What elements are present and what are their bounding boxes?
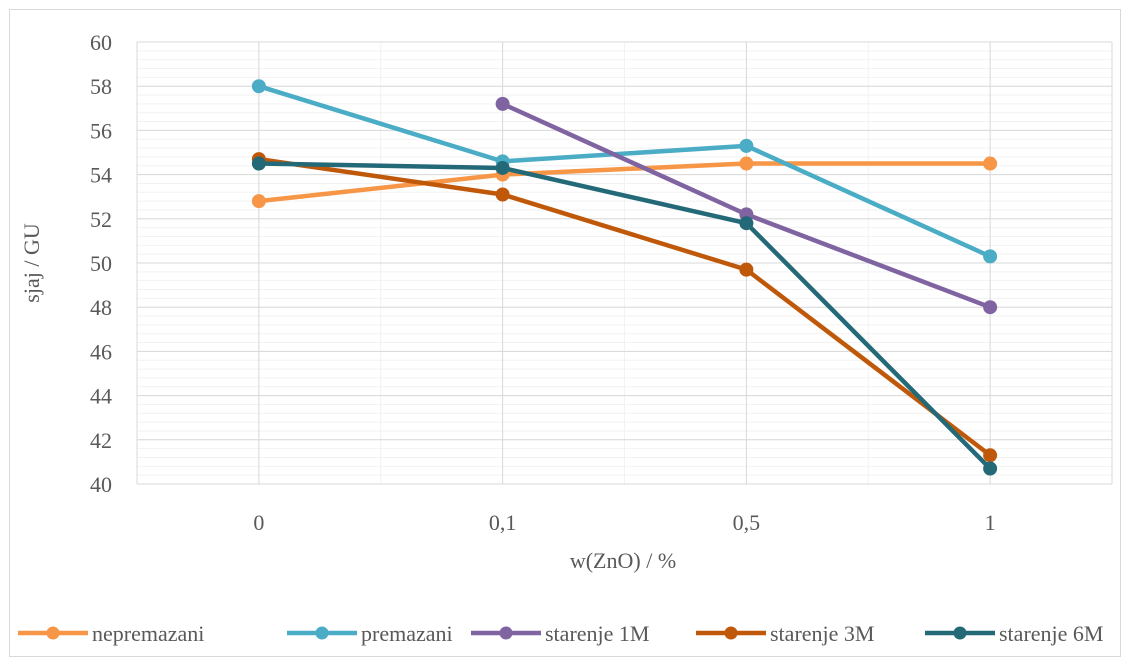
major-gridlines: [136, 41, 1113, 485]
data-point: [983, 249, 998, 264]
data-point: [983, 300, 998, 315]
data-point: [739, 156, 754, 171]
legend-marker: [953, 626, 967, 640]
legend-marker: [499, 626, 513, 640]
x-tick-label: 0: [253, 510, 264, 535]
y-tick-label: 48: [90, 295, 112, 320]
y-tick-label: 40: [90, 472, 112, 497]
x-axis-title: w(ZnO) / %: [570, 548, 676, 573]
y-tick-label: 60: [90, 30, 112, 55]
legend-marker: [46, 626, 60, 640]
legend-label: starenje 1M: [545, 621, 649, 646]
data-point: [251, 194, 266, 209]
y-tick-label: 54: [90, 163, 112, 188]
chart-frame: [9, 9, 1121, 657]
legend-marker: [315, 626, 329, 640]
y-tick-label: 44: [90, 384, 112, 409]
y-tick-label: 42: [90, 428, 112, 453]
x-tick-label: 0,5: [733, 510, 761, 535]
legend-label: starenje 3M: [770, 621, 874, 646]
y-tick-label: 52: [90, 207, 112, 232]
data-point: [983, 461, 998, 476]
data-point: [739, 138, 754, 153]
x-tick-label: 1: [985, 510, 996, 535]
y-tick-label: 46: [90, 339, 112, 364]
series-line: [256, 156, 993, 458]
legend-marker: [724, 626, 738, 640]
data-point: [739, 216, 754, 231]
data-point: [983, 156, 998, 171]
series-line: [256, 83, 993, 259]
series-markers: [251, 79, 998, 476]
data-point: [495, 96, 510, 111]
data-point: [495, 160, 510, 175]
y-tick-label: 58: [90, 74, 112, 99]
y-tick-label: 56: [90, 118, 112, 143]
y-tick-label: 50: [90, 251, 112, 276]
x-axis-ticks: 0 0,1 0,5 1: [253, 510, 995, 535]
series-line: [256, 161, 993, 204]
x-tick-label: 0,1: [489, 510, 517, 535]
legend-label: premazani: [361, 621, 453, 646]
y-axis-title: sjaj / GU: [19, 223, 44, 303]
data-point: [739, 262, 754, 277]
data-point: [983, 448, 998, 463]
data-point: [251, 156, 266, 171]
data-point: [495, 187, 510, 202]
legend-label: nepremazani: [92, 621, 204, 646]
legend: nepremazani premazani starenje 1M starenje …: [18, 621, 1103, 646]
y-axis-ticks: 40 42 44 46 48 50 52 54 56 58 60: [90, 30, 112, 497]
series-line: [256, 161, 993, 471]
legend-label: starenje 6M: [999, 621, 1103, 646]
data-point: [251, 79, 266, 94]
